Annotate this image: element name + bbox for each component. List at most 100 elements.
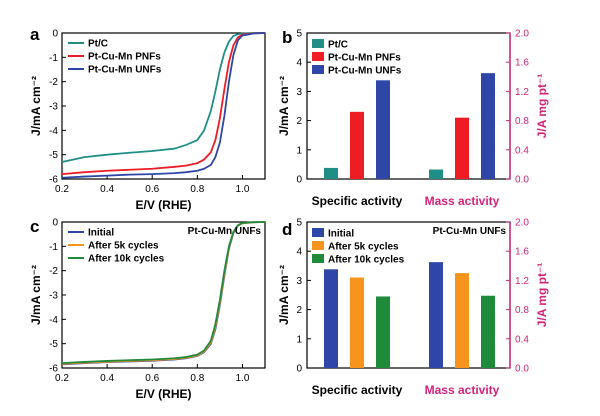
y2-tick-label: 2.0	[515, 29, 529, 40]
bar-2-2	[455, 273, 469, 368]
series-line-3	[61, 32, 266, 179]
legend-label: After 5k cycles	[328, 242, 399, 253]
legend-swatch	[312, 241, 324, 250]
y-tick-label: 1	[296, 145, 302, 156]
legend-label: Pt-Cu-Mn PNFs	[88, 52, 161, 63]
y-axis-label: J/mA cm⁻²	[277, 76, 291, 136]
legend-label: Initial	[328, 229, 354, 240]
x-tick-label: 1.0	[235, 373, 249, 384]
y2-tick-label: 0.0	[515, 364, 529, 375]
y-tick-label: -4	[49, 315, 58, 326]
y-tick-label: -6	[49, 175, 58, 186]
y-tick-label: 3	[296, 276, 302, 287]
panel-b: b 0 1 2 3 4 5 0.0 0.4 0.8 1.2 1.6 2.0 J/mA cm⁻² J/A mg…	[277, 28, 549, 208]
bar-2-2	[455, 117, 469, 179]
legend-swatch	[312, 52, 324, 61]
y-tick-label: 3	[296, 87, 302, 98]
y-tick-label: 5	[296, 29, 302, 40]
legend-label: Pt/C	[328, 40, 348, 51]
y-tick-label: 4	[296, 58, 302, 69]
panel-letter-c: c	[30, 217, 39, 236]
y2-tick-label: 0.8	[515, 116, 529, 127]
panel-title: Pt-Cu-Mn UNFs	[188, 226, 262, 237]
legend-label: Pt/C	[88, 39, 108, 50]
y-tick-label: 0	[296, 364, 302, 375]
panel-title: Pt-Cu-Mn UNFs	[433, 226, 507, 237]
x-axis-label: E/V (RHE)	[135, 198, 191, 212]
bar-1-2	[350, 277, 364, 368]
bar-2-3	[481, 73, 495, 179]
y-tick-label: -1	[49, 242, 58, 253]
bar-1-3	[376, 296, 390, 368]
y2-tick-label: 0.4	[515, 334, 529, 345]
x-tick-label: 0.8	[190, 373, 204, 384]
y-tick-label: 5	[296, 218, 302, 229]
y-tick-label: -6	[49, 364, 58, 375]
panel-a: a 0.2 0.4 0.6 0.8 1.0 0 -1 -2 -3 -4 -5 -6 E/V (RHE) J/…	[29, 25, 266, 212]
y-tick-label: 1	[296, 334, 302, 345]
legend-swatch	[312, 254, 324, 263]
x-tick-label: 0.2	[55, 184, 69, 195]
x-tick-label: 0.4	[100, 184, 114, 195]
bar-2-3	[481, 295, 495, 368]
group-label: Specific activity	[312, 383, 403, 397]
bar-1-2	[350, 111, 364, 179]
x-tick-label: 0.6	[145, 184, 159, 195]
legend-swatch	[312, 65, 324, 74]
panel-c: c 0.2 0.4 0.6 0.8 1.0 0 -1 -2 -3 -4 -5 -6 E/V (RHE) J/…	[29, 217, 266, 401]
y-tick-label: -2	[49, 266, 58, 277]
bar-2-1	[429, 262, 443, 368]
x-axis-label: E/V (RHE)	[135, 387, 191, 401]
legend-label: After 5k cycles	[88, 241, 159, 252]
bar-2-1	[429, 169, 443, 179]
y-tick-label: -2	[49, 77, 58, 88]
y-tick-label: -3	[49, 102, 58, 113]
x-tick-label: 0.2	[55, 373, 69, 384]
y2-tick-label: 0.0	[515, 175, 529, 186]
y-axis-label: J/mA cm⁻²	[277, 265, 291, 325]
y2-tick-label: 1.6	[515, 247, 529, 258]
panel-letter-b: b	[282, 28, 292, 47]
bar-1-1	[324, 167, 338, 179]
series-line-2	[61, 32, 266, 176]
legend-label: Pt-Cu-Mn UNFs	[328, 66, 402, 77]
series-line-1	[61, 32, 265, 163]
group-label: Mass activity	[425, 383, 500, 397]
x-tick-label: 0.8	[190, 184, 204, 195]
y-tick-label: 0	[52, 218, 58, 229]
series-line-3	[61, 221, 266, 365]
legend-label: Initial	[88, 228, 114, 239]
legend-label: Pt-Cu-Mn PNFs	[328, 53, 401, 64]
y2-axis-label: J/A mg pt⁻¹	[535, 263, 549, 328]
y2-axis-label: J/A mg pt⁻¹	[535, 74, 549, 139]
y2-tick-label: 1.2	[515, 87, 529, 98]
legend-swatch	[312, 39, 324, 48]
y2-tick-label: 1.6	[515, 58, 529, 69]
group-label: Mass activity	[425, 194, 500, 208]
x-tick-label: 0.6	[145, 373, 159, 384]
legend-label: After 10k cycles	[88, 254, 165, 265]
y-tick-label: 0	[296, 175, 302, 186]
y2-tick-label: 2.0	[515, 218, 529, 229]
legend-swatch	[312, 228, 324, 237]
y2-tick-label: 0.8	[515, 305, 529, 316]
group-label: Specific activity	[312, 194, 403, 208]
x-tick-label: 1.0	[235, 184, 249, 195]
legend-label: Pt-Cu-Mn UNFs	[88, 65, 162, 76]
y-tick-label: -5	[49, 150, 58, 161]
y-tick-label: 0	[52, 29, 58, 40]
y-tick-label: -5	[49, 339, 58, 350]
panel-letter-a: a	[30, 25, 40, 44]
panel-d: d 0 1 2 3 4 5 0.0 0.4 0.8 1.2 1.6 2.0 J/mA cm⁻² J/A mg…	[277, 218, 549, 398]
y-axis-label: J/mA cm⁻²	[29, 265, 43, 325]
legend-label: After 10k cycles	[328, 255, 405, 266]
y-tick-label: -3	[49, 291, 58, 302]
y-tick-label: 2	[296, 305, 302, 316]
x-tick-label: 0.4	[100, 373, 114, 384]
bar-1-3	[376, 80, 390, 179]
y-axis-label: J/mA cm⁻²	[29, 76, 43, 136]
y2-tick-label: 0.4	[515, 145, 529, 156]
y-tick-label: 4	[296, 247, 302, 258]
panel-letter-d: d	[282, 220, 292, 239]
